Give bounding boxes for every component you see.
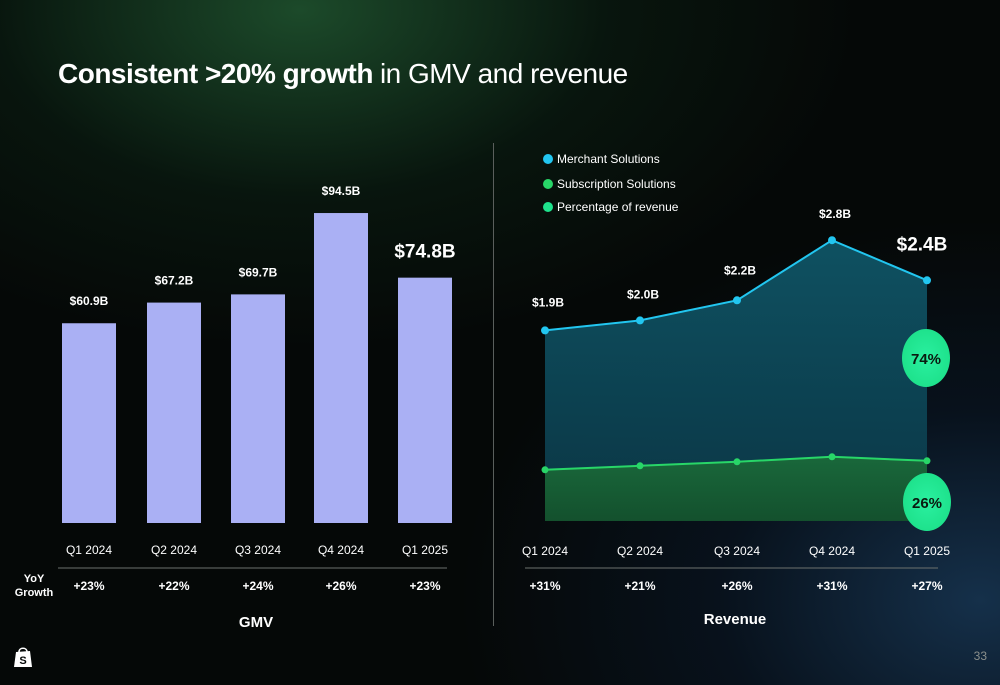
gmv-axis-title: GMV bbox=[239, 614, 273, 631]
gmv-x-tick-label-5: Q1 2025 bbox=[402, 543, 448, 557]
gmv-value-label-3: $69.7B bbox=[239, 265, 278, 279]
merchant-point-4 bbox=[828, 236, 836, 245]
gmv-x-tick-label-4: Q4 2024 bbox=[318, 543, 364, 557]
gmv-bar-4 bbox=[314, 213, 368, 524]
gmv-yoy-value-5: +23% bbox=[409, 579, 440, 593]
yoy-label-line2: Growth bbox=[15, 587, 54, 599]
gmv-x-tick-label-2: Q2 2024 bbox=[151, 543, 197, 557]
gmv-yoy-value-3: +24% bbox=[242, 579, 273, 593]
merchant-value-label-3: $2.2B bbox=[724, 263, 756, 277]
shopify-bag-icon: S bbox=[12, 645, 34, 674]
gmv-x-tick-label-3: Q3 2024 bbox=[235, 543, 281, 557]
revenue-yoy-value-3: +26% bbox=[721, 579, 752, 593]
gmv-yoy-value-2: +22% bbox=[158, 579, 189, 593]
merchant-value-label-5: $2.4B bbox=[897, 234, 948, 255]
revenue-axis-title: Revenue bbox=[704, 611, 767, 628]
subscription-point-2 bbox=[636, 462, 644, 470]
gmv-value-label-5: $74.8B bbox=[394, 242, 455, 263]
title-bold-part: Consistent >20% growth bbox=[58, 58, 373, 89]
subscription-share-badge bbox=[903, 473, 951, 531]
merchant-solutions-area bbox=[545, 240, 927, 521]
revenue-yoy-value-5: +27% bbox=[911, 579, 942, 593]
revenue-yoy-value-2: +21% bbox=[624, 579, 655, 593]
merchant-value-label-2: $2.0B bbox=[627, 287, 659, 301]
legend-label-3: Percentage of revenue bbox=[557, 200, 679, 214]
gmv-value-label-2: $67.2B bbox=[155, 274, 194, 288]
revenue-x-tick-label-4: Q4 2024 bbox=[809, 544, 855, 558]
svg-text:S: S bbox=[19, 655, 26, 667]
subscription-point-3 bbox=[733, 458, 741, 466]
subscription-point-4 bbox=[828, 453, 836, 461]
merchant-point-2 bbox=[636, 316, 644, 325]
subscription-point-1 bbox=[541, 466, 549, 474]
legend-label-2: Subscription Solutions bbox=[557, 177, 676, 191]
gmv-bar-3 bbox=[231, 294, 285, 523]
merchant-share-badge bbox=[902, 329, 950, 387]
subscription-point-5 bbox=[923, 457, 931, 465]
yoy-label-line1: YoY bbox=[24, 573, 45, 585]
title-regular-part: in GMV and revenue bbox=[379, 58, 628, 89]
merchant-point-1 bbox=[541, 326, 549, 335]
legend-marker-3 bbox=[543, 202, 553, 212]
revenue-yoy-value-4: +31% bbox=[816, 579, 847, 593]
legend-label-1: Merchant Solutions bbox=[557, 152, 660, 166]
subscription-solutions-area bbox=[545, 456, 927, 521]
gmv-bar-5 bbox=[398, 277, 452, 523]
gmv-value-label-4: $94.5B bbox=[322, 184, 361, 198]
merchant-point-3 bbox=[733, 296, 741, 305]
chart-divider bbox=[493, 143, 494, 626]
revenue-x-tick-label-2: Q2 2024 bbox=[617, 544, 663, 558]
gmv-bar-2 bbox=[147, 302, 201, 523]
slide-title: Consistent >20% growth in GMV and revenue bbox=[58, 58, 628, 90]
revenue-x-tick-label-5: Q1 2025 bbox=[904, 544, 950, 558]
merchant-value-label-4: $2.8B bbox=[819, 207, 851, 221]
revenue-x-tick-label-3: Q3 2024 bbox=[714, 544, 760, 558]
gmv-yoy-value-1: +23% bbox=[73, 579, 104, 593]
gmv-value-label-1: $60.9B bbox=[70, 294, 109, 308]
merchant-point-5 bbox=[923, 276, 931, 285]
merchant-share-label: 74% bbox=[911, 351, 941, 368]
revenue-x-tick-label-1: Q1 2024 bbox=[522, 544, 568, 558]
revenue-yoy-value-1: +31% bbox=[529, 579, 560, 593]
legend-marker-2 bbox=[543, 179, 553, 189]
gmv-x-tick-label-1: Q1 2024 bbox=[66, 543, 112, 557]
legend-marker-1 bbox=[543, 154, 553, 164]
merchant-value-label-1: $1.9B bbox=[532, 295, 564, 309]
gmv-bar-1 bbox=[62, 323, 116, 523]
page-number: 33 bbox=[973, 649, 987, 663]
subscription-share-label: 26% bbox=[912, 495, 942, 512]
gmv-yoy-value-4: +26% bbox=[325, 579, 356, 593]
